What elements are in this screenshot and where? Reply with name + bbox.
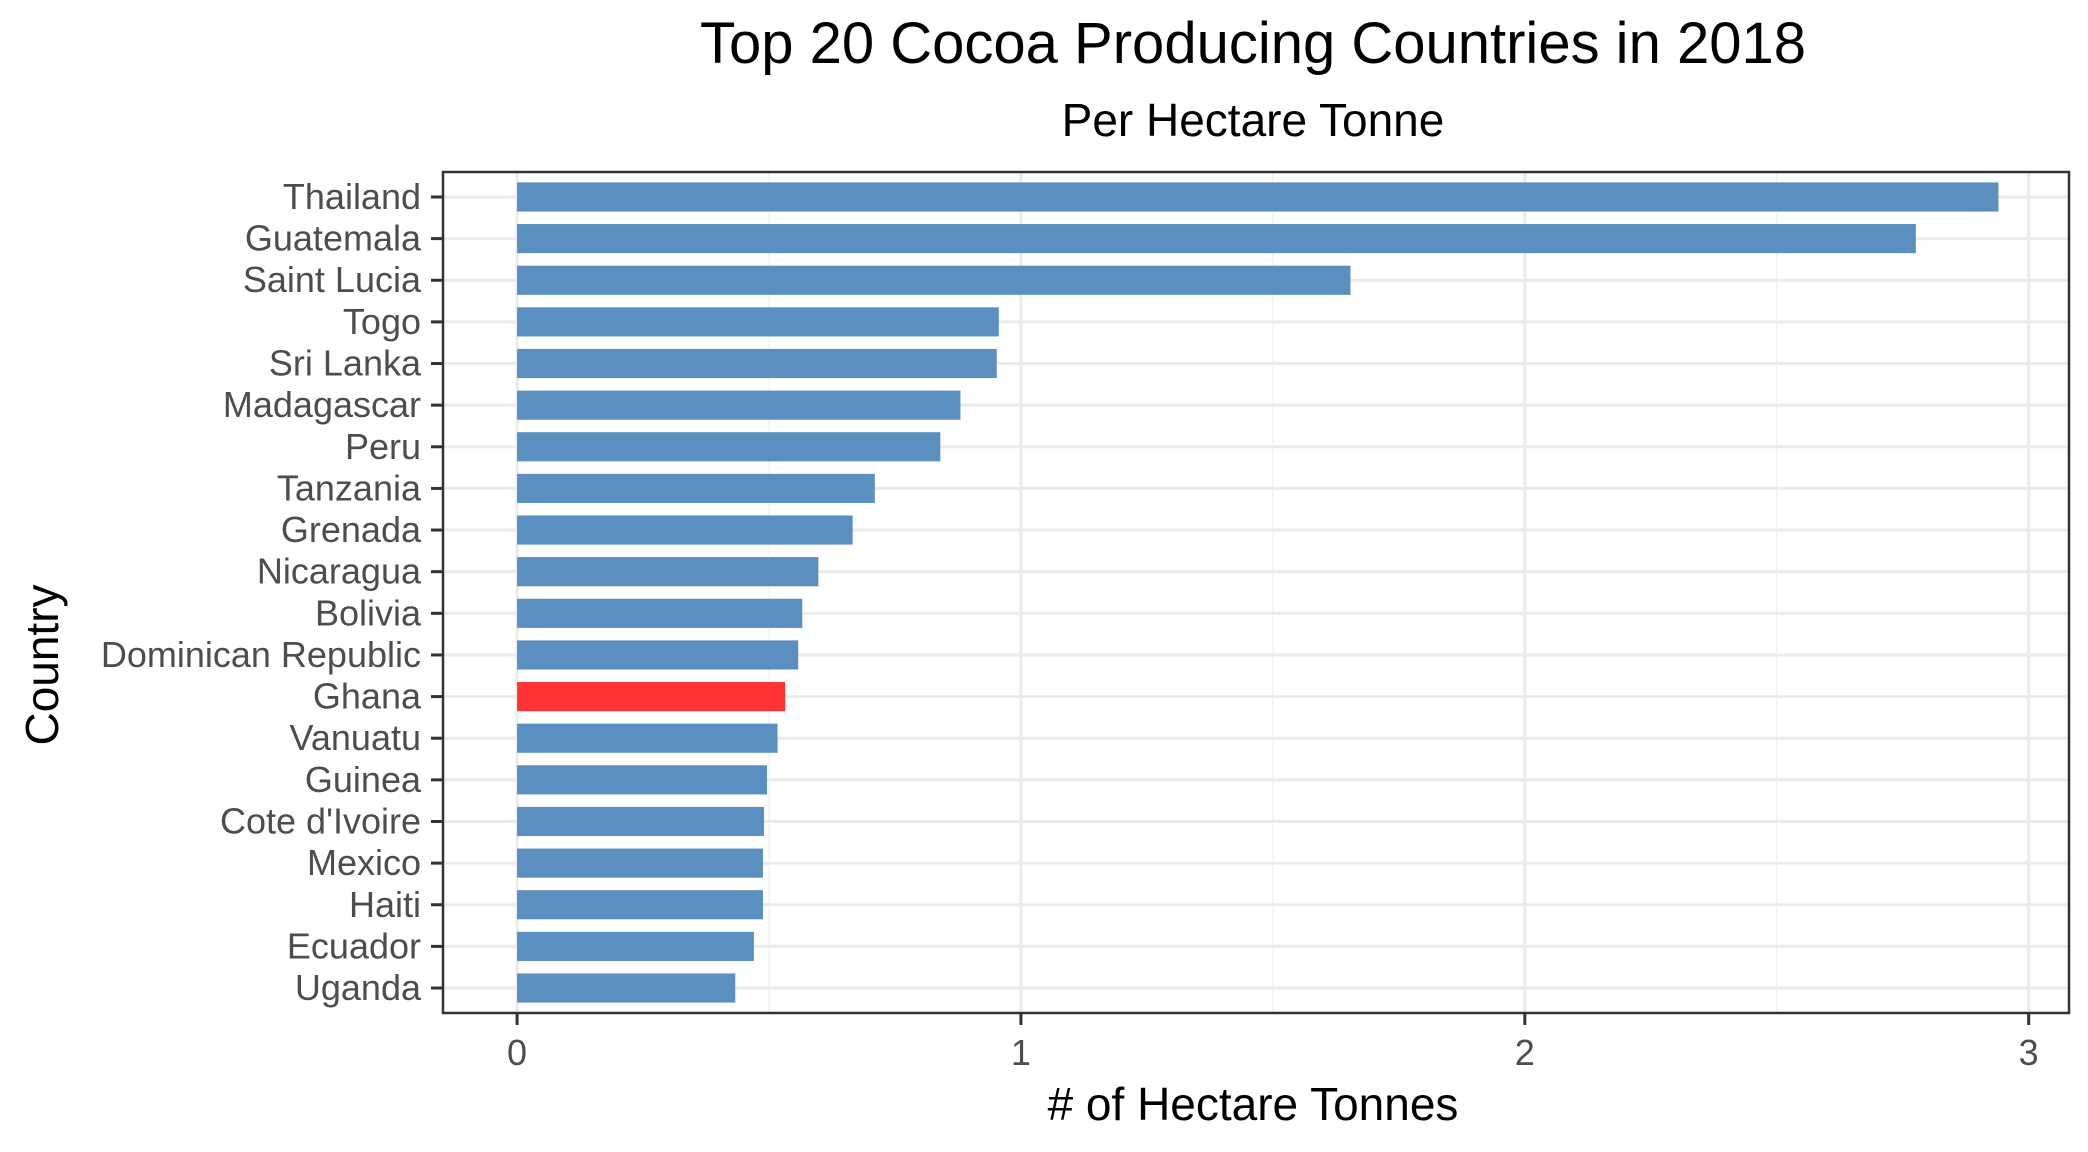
chart-subtitle: Per Hectare Tonne (1062, 94, 1445, 146)
bar-tanzania (517, 473, 875, 503)
bar-haiti (517, 890, 763, 920)
bar-cote-d-ivoire (517, 806, 764, 837)
bar-sri-lanka (517, 348, 997, 379)
y-tick-label: Saint Lucia (243, 259, 422, 300)
bar-grenada (517, 515, 853, 545)
bar-uganda (517, 973, 736, 1003)
y-tick-label: Haiti (349, 884, 421, 925)
y-tick-label: Bolivia (315, 592, 422, 633)
y-tick-label: Uganda (295, 967, 422, 1008)
y-tick-label: Guatemala (245, 218, 422, 259)
bar-madagascar (517, 390, 961, 420)
x-tick-label: 1 (1011, 1032, 1031, 1073)
y-tick-label: Tanzania (277, 467, 422, 508)
bar-vanuatu (517, 723, 778, 753)
bar-saint-lucia (517, 265, 1351, 295)
chart-title: Top 20 Cocoa Producing Countries in 2018 (700, 11, 1806, 76)
y-tick-label: Sri Lanka (269, 343, 422, 384)
bar-ghana (517, 682, 786, 712)
bar-bolivia (517, 598, 803, 628)
y-tick-label: Cote d'Ivoire (220, 800, 421, 841)
bar-togo (517, 307, 999, 337)
bar-nicaragua (517, 557, 819, 587)
x-tick-label: 2 (1515, 1032, 1535, 1073)
bar-thailand (517, 182, 1999, 212)
y-tick-label: Grenada (281, 509, 422, 550)
x-tick-label: 0 (507, 1032, 527, 1073)
y-tick-label: Vanuatu (290, 717, 421, 758)
y-tick-label: Thailand (283, 176, 421, 217)
bar-guinea (517, 765, 767, 795)
plot-panel-border (441, 170, 2071, 1015)
x-tick-label: 3 (2019, 1032, 2039, 1073)
y-axis-title: Country (16, 584, 68, 745)
x-axis-title: # of Hectare Tonnes (1048, 1078, 1459, 1130)
bar-dominican-republic (517, 640, 799, 670)
y-tick-label: Togo (343, 301, 421, 342)
bar-ecuador (517, 931, 754, 961)
bar-guatemala (517, 224, 1916, 254)
bar-peru (517, 432, 941, 462)
bar-mexico (517, 848, 763, 878)
y-tick-label: Dominican Republic (101, 634, 421, 675)
y-tick-label: Peru (345, 426, 421, 467)
y-tick-label: Guinea (305, 759, 422, 800)
y-tick-label: Ghana (313, 676, 422, 717)
y-tick-label: Madagascar (223, 384, 421, 425)
y-tick-label: Ecuador (287, 925, 421, 966)
y-tick-label: Nicaragua (257, 551, 422, 592)
y-tick-label: Mexico (307, 842, 421, 883)
